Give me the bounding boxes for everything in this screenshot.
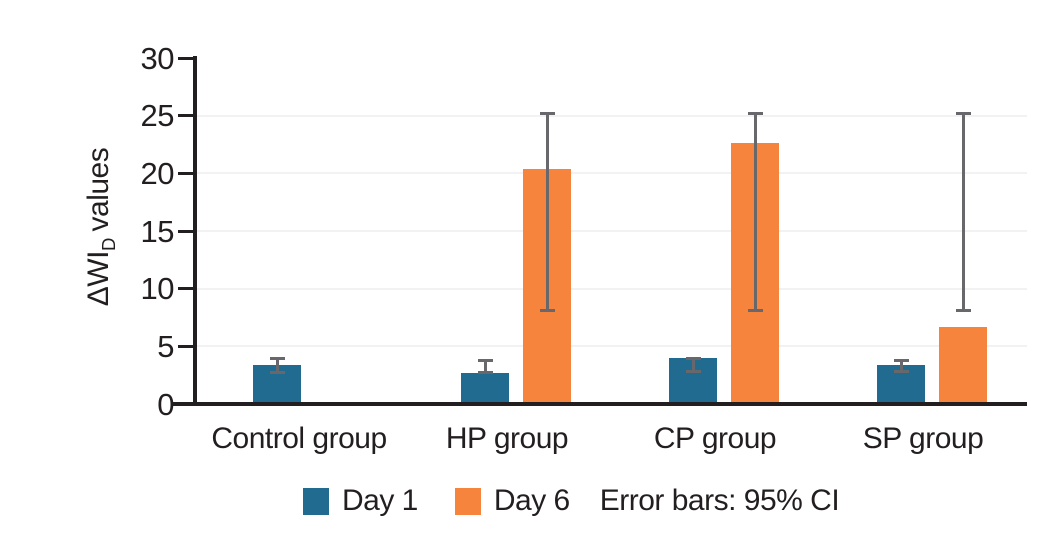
error-bar-line-day-6-1 [545, 112, 549, 312]
y-tick-mark-15 [178, 229, 194, 233]
error-bar-cap-high-day-6-3 [955, 112, 971, 116]
y-tick-mark-10 [178, 287, 194, 291]
y-tick-mark-20 [178, 171, 194, 175]
y-tick-label-15: 15 [140, 213, 175, 249]
error-bar-line-day-1-1 [483, 359, 487, 374]
y-tick-mark-25 [178, 114, 194, 118]
gridline-20 [197, 172, 1027, 175]
gridline-25 [197, 114, 1027, 117]
error-bar-line-day-1-3 [899, 359, 903, 373]
error-bar-line-day-6-3 [961, 112, 965, 312]
error-bar-cap-low-day-1-1 [477, 371, 493, 374]
gridline-10 [197, 287, 1027, 290]
error-bar-cap-high-day-1-0 [269, 356, 285, 360]
error-bar-cap-high-day-1-1 [477, 359, 493, 363]
category-label-hp: HP group [445, 422, 569, 455]
error-bar-cap-low-day-1-2 [685, 369, 701, 373]
legend-swatch-day-1 [303, 487, 329, 515]
legend: Day 1 Day 6 Error bars: 95% CI [303, 484, 840, 518]
legend-label-day-6: Day 6 [493, 484, 570, 517]
gridline-15 [197, 230, 1027, 232]
y-tick-label-10: 10 [140, 271, 175, 307]
y-tick-label-20: 20 [140, 155, 175, 191]
error-bar-cap-high-day-6-1 [539, 112, 555, 116]
y-tick-mark-30 [178, 56, 194, 60]
y-tick-label-25: 25 [140, 98, 175, 134]
error-bars-note: Error bars: 95% CI [599, 484, 840, 517]
y-tick-label-5: 5 [157, 328, 174, 364]
y-tick-label-30: 30 [140, 40, 175, 76]
error-bar-cap-low-day-6-1 [539, 308, 555, 312]
error-bar-line-day-1-2 [691, 356, 695, 373]
y-axis-line [193, 56, 197, 406]
legend-label-day-1: Day 1 [342, 484, 418, 517]
legend-swatch-day-6 [454, 487, 481, 515]
category-label-control: Control group [211, 422, 387, 455]
error-bar-cap-high-day-6-2 [747, 112, 763, 116]
gridline-5 [197, 345, 1027, 348]
x-axis-line [173, 402, 1027, 406]
error-bar-cap-high-day-1-3 [893, 359, 909, 363]
error-bar-cap-low-day-6-2 [747, 308, 763, 312]
error-bar-line-day-1-0 [275, 356, 279, 374]
y-tick-mark-5 [178, 344, 194, 348]
y-tick-label-0: 0 [157, 386, 174, 422]
error-bar-line-day-6-2 [753, 112, 757, 312]
error-bar-cap-low-day-1-0 [269, 371, 285, 374]
error-bar-cap-high-day-1-2 [685, 356, 701, 360]
bar-day-6-3 [939, 326, 987, 404]
bar-day-1-1 [461, 372, 509, 404]
error-bar-cap-low-day-1-3 [893, 369, 909, 373]
error-bar-cap-low-day-6-3 [955, 308, 971, 312]
category-label-cp: CP group [653, 422, 777, 455]
category-label-sp: SP group [862, 422, 984, 455]
